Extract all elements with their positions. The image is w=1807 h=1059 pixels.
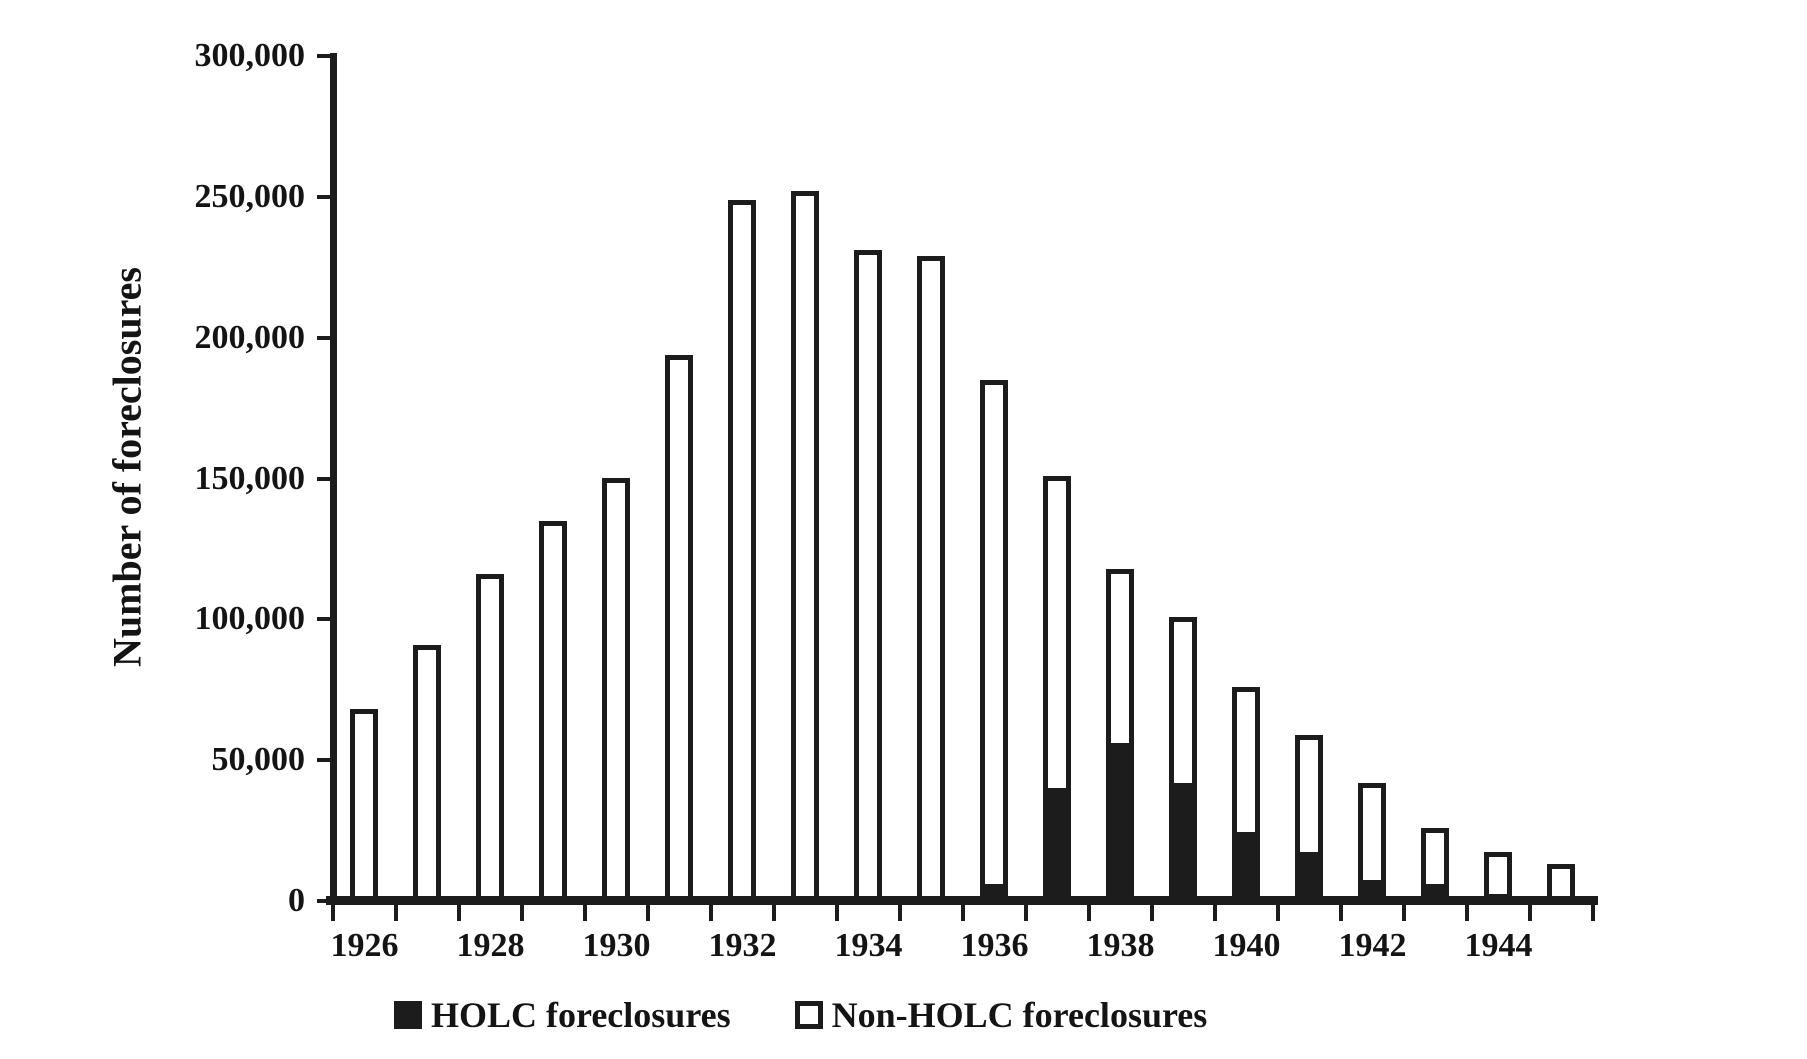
- bar-1928: [476, 574, 504, 901]
- bar-1942-holc-segment: [1363, 880, 1381, 896]
- bar-1929: [539, 521, 567, 901]
- x-tick-label-1932: 1932: [708, 927, 777, 964]
- legend-item-non-holc: Non-HOLC foreclosures: [794, 995, 1208, 1035]
- x-tick-12: [1087, 905, 1091, 921]
- x-tick-3: [520, 905, 524, 921]
- bar-1943-holc-segment: [1426, 884, 1444, 896]
- bar-1938-holc-segment: [1111, 743, 1129, 896]
- x-tick-14: [1213, 905, 1217, 921]
- x-tick-4: [583, 905, 587, 921]
- bar-1930: [602, 478, 630, 901]
- legend: HOLC foreclosures Non-HOLC foreclosures: [394, 995, 1207, 1035]
- bar-1926: [350, 709, 378, 901]
- x-tick-0: [331, 905, 335, 921]
- bar-1945: [1547, 864, 1575, 901]
- x-tick-8: [835, 905, 839, 921]
- x-axis-line: [326, 896, 1598, 905]
- y-tick-label-100000: 100,000: [194, 600, 306, 638]
- y-tick-label-50000: 50,000: [211, 741, 306, 779]
- legend-item-holc: HOLC foreclosures: [394, 995, 731, 1035]
- bar-1939: [1169, 617, 1197, 901]
- y-tick-100000: [317, 617, 331, 622]
- x-tick-label-1934: 1934: [834, 927, 903, 964]
- bar-1941: [1295, 735, 1323, 901]
- y-tick-0: [317, 899, 331, 903]
- y-tick-150000: [317, 476, 331, 481]
- x-tick-19: [1528, 905, 1532, 921]
- bar-1943: [1421, 828, 1449, 901]
- bar-1944: [1484, 852, 1512, 901]
- bar-1940-holc-segment: [1237, 832, 1255, 896]
- bar-1942: [1358, 783, 1386, 901]
- legend-label-non-holc: Non-HOLC foreclosures: [831, 995, 1208, 1035]
- bar-1940: [1232, 687, 1260, 901]
- x-tick-13: [1150, 905, 1154, 921]
- bar-1932: [728, 200, 756, 901]
- x-tick-17: [1402, 905, 1406, 921]
- y-tick-label-250000: 250,000: [194, 177, 306, 215]
- legend-label-holc: HOLC foreclosures: [431, 995, 731, 1035]
- bar-1936: [980, 380, 1008, 901]
- bar-1934: [854, 250, 882, 901]
- bar-1933: [791, 191, 819, 901]
- x-tick-1: [394, 905, 398, 921]
- x-tick-label-1940: 1940: [1212, 927, 1281, 964]
- y-tick-300000: [317, 54, 331, 58]
- x-tick-16: [1339, 905, 1343, 921]
- bar-1937: [1043, 476, 1071, 901]
- bar-1941-holc-segment: [1300, 852, 1318, 896]
- x-tick-2: [457, 905, 461, 921]
- x-tick-6: [709, 905, 713, 921]
- x-tick-label-1944: 1944: [1464, 927, 1533, 964]
- bar-1939-holc-segment: [1174, 783, 1192, 896]
- bar-1931: [665, 355, 693, 901]
- bar-1937-holc-segment: [1048, 788, 1066, 896]
- holc-swatch-icon: [394, 1001, 422, 1029]
- x-tick-10: [961, 905, 965, 921]
- y-axis-title: Number of foreclosures: [104, 267, 150, 667]
- x-tick-7: [772, 905, 776, 921]
- y-axis-line: [330, 53, 337, 904]
- x-tick-label-1936: 1936: [960, 927, 1029, 964]
- x-tick-label-1930: 1930: [582, 927, 651, 964]
- y-tick-label-200000: 200,000: [194, 318, 306, 356]
- x-tick-20: [1591, 905, 1595, 921]
- bar-1938: [1106, 569, 1134, 901]
- bar-1944-holc-segment: [1489, 894, 1507, 896]
- x-tick-label-1938: 1938: [1086, 927, 1155, 964]
- y-tick-label-150000: 150,000: [194, 459, 306, 497]
- bar-1927: [413, 645, 441, 901]
- x-tick-5: [646, 905, 650, 921]
- y-tick-250000: [317, 194, 331, 199]
- y-tick-200000: [317, 335, 331, 340]
- non-holc-swatch-icon: [794, 1001, 823, 1029]
- bar-1936-holc-segment: [985, 884, 1003, 896]
- x-tick-label-1928: 1928: [456, 927, 525, 964]
- x-tick-label-1926: 1926: [330, 927, 399, 964]
- x-tick-9: [898, 905, 902, 921]
- x-tick-11: [1024, 905, 1028, 921]
- y-tick-label-0: 0: [288, 882, 305, 919]
- y-tick-50000: [317, 758, 331, 763]
- x-tick-18: [1465, 905, 1469, 921]
- x-tick-15: [1276, 905, 1280, 921]
- x-tick-label-1942: 1942: [1338, 927, 1407, 964]
- bar-1935: [917, 256, 945, 901]
- y-tick-label-300000: 300,000: [194, 37, 306, 74]
